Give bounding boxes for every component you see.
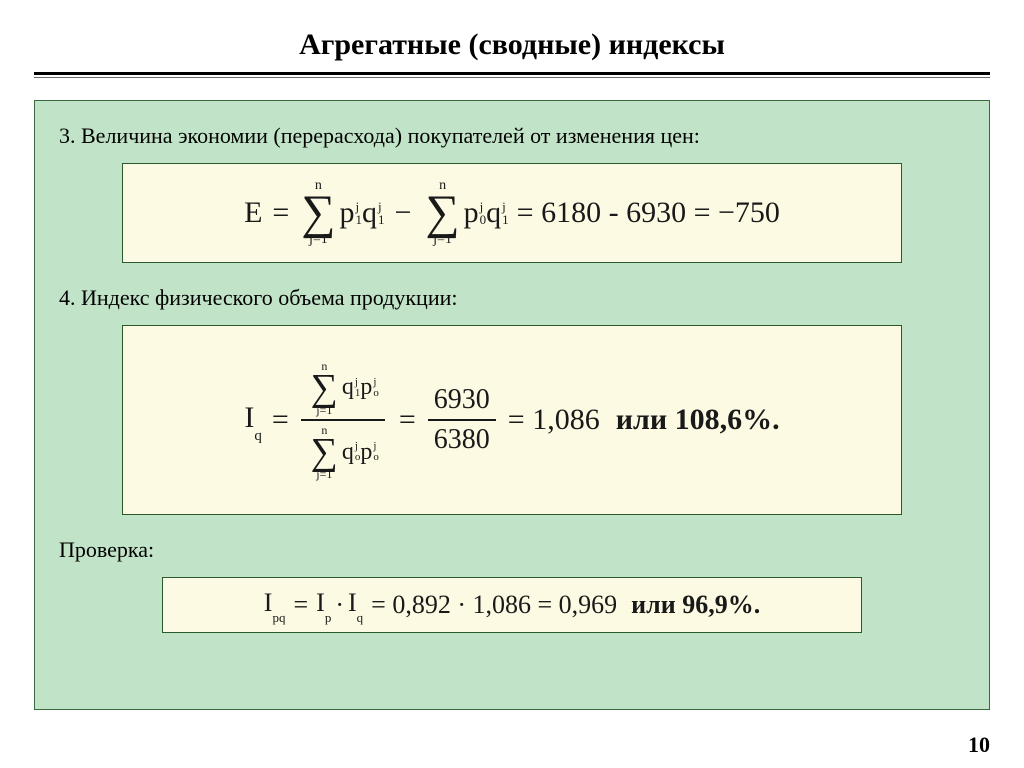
- sigma-den: n ∑ j=1: [311, 424, 338, 480]
- Iq: Iq: [348, 588, 363, 621]
- Iq-lhs: Iq: [244, 401, 262, 439]
- formula-index-q-math: Iq = n ∑ j=1 q j1: [244, 360, 779, 481]
- nq-base: q: [342, 374, 354, 401]
- sn-lo: j=1: [316, 404, 332, 416]
- equals-3: =: [399, 403, 416, 437]
- p0j: p j0: [464, 196, 487, 230]
- check-rhs: = 0,892 · 1,086 = 0,969: [371, 590, 617, 620]
- check-label: Проверка:: [59, 537, 971, 563]
- section3-label: 3. Величина экономии (перерасхода) покуп…: [59, 123, 971, 149]
- num-poj: p jo: [360, 374, 379, 401]
- economy-rhs: = 6180 - 6930 = −750: [517, 196, 780, 230]
- sd-lo: j=1: [316, 468, 332, 480]
- page-title: Агрегатные (сводные) индексы: [34, 28, 990, 62]
- sn-sym: ∑: [311, 372, 338, 404]
- I-base: I: [244, 401, 254, 434]
- q1j-2: q j1: [486, 196, 509, 230]
- Ip-sub: p: [325, 610, 332, 625]
- num-q1j: q j1: [342, 374, 361, 401]
- Ip-base: I: [316, 588, 325, 617]
- content-panel: 3. Величина экономии (перерасхода) покуп…: [34, 100, 990, 710]
- dq-base: q: [342, 439, 354, 466]
- Iq-base: I: [348, 588, 357, 617]
- dot-1: ·: [335, 590, 344, 620]
- formula-economy-math: E = n ∑ j=1 p j1 q j1 −: [244, 179, 780, 248]
- q-sub: 1: [378, 213, 385, 226]
- Ip: Ip: [316, 588, 331, 621]
- den-poj: p jo: [360, 439, 379, 466]
- sigma-1-lower: j=1: [309, 233, 328, 247]
- equals-4: =: [293, 590, 308, 620]
- np-sub: o: [373, 388, 379, 399]
- page-number: 10: [968, 732, 990, 758]
- sigma-1: n ∑ j=1: [301, 179, 335, 248]
- Ipq: Ipq: [264, 588, 286, 621]
- q1j-1: q j1: [362, 196, 385, 230]
- frac-bar-1: [301, 419, 385, 421]
- sigma-num: n ∑ j=1: [311, 360, 338, 416]
- dp-base: p: [360, 439, 372, 466]
- sigma-2: n ∑ j=1: [425, 179, 459, 248]
- slide: Агрегатные (сводные) индексы 3. Величина…: [0, 0, 1024, 768]
- numeric-fraction: 6930 6380: [428, 384, 496, 456]
- sd-sym: ∑: [311, 436, 338, 468]
- var-E: E: [244, 196, 262, 230]
- equals-2: =: [272, 403, 289, 437]
- formula-check-math: Ipq = Ip · Iq = 0,892 · 1,086 = 0,969 ил…: [264, 588, 760, 621]
- sigma-2-lower: j=1: [433, 233, 452, 247]
- minus: −: [395, 196, 412, 230]
- p1j-1: p j1: [340, 196, 363, 230]
- Ipq-sub: pq: [272, 610, 285, 625]
- iq-tail: или 108,6%.: [616, 403, 780, 437]
- dp-sub: o: [373, 452, 379, 463]
- p-base: p: [340, 196, 355, 230]
- sigma-fraction: n ∑ j=1 q j1 p jo: [301, 360, 385, 481]
- q2-sub: 1: [502, 213, 509, 226]
- title-divider: [34, 72, 990, 78]
- iq-result: = 1,086: [508, 403, 600, 437]
- nf-num: 6930: [428, 384, 496, 416]
- q2-base: q: [486, 196, 501, 230]
- formula-index-q: Iq = n ∑ j=1 q j1: [122, 325, 902, 515]
- sigma-frac-num: n ∑ j=1 q j1 p jo: [301, 360, 385, 416]
- frac-bar-2: [428, 419, 496, 421]
- Iq-sub: q: [357, 610, 364, 625]
- sigma-1-symbol: ∑: [301, 193, 335, 234]
- sigma-frac-den: n ∑ j=1 q jo p jo: [301, 424, 385, 480]
- formula-check: Ipq = Ip · Iq = 0,892 · 1,086 = 0,969 ил…: [162, 577, 862, 633]
- q-base: q: [362, 196, 377, 230]
- sigma-2-symbol: ∑: [425, 193, 459, 234]
- np-base: p: [360, 374, 372, 401]
- den-qoj: q jo: [342, 439, 361, 466]
- I-sub: q: [254, 428, 262, 444]
- section4-label: 4. Индекс физического объема продукции:: [59, 285, 971, 311]
- nf-den: 6380: [428, 424, 496, 456]
- p0-base: p: [464, 196, 479, 230]
- equals: =: [272, 196, 289, 230]
- check-tail: или 96,9%.: [631, 590, 760, 620]
- formula-economy: E = n ∑ j=1 p j1 q j1 −: [122, 163, 902, 263]
